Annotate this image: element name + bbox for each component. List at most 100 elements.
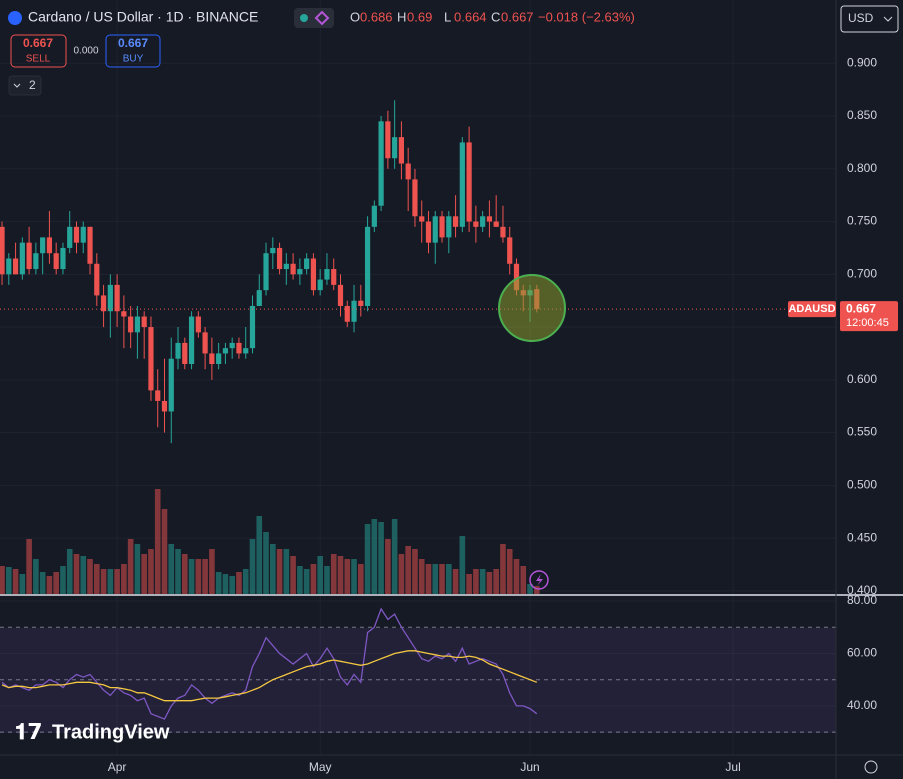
alert-icon[interactable] (529, 570, 549, 590)
ohlc-value: 0.667 (501, 9, 534, 24)
indicators-count: 2 (29, 78, 36, 92)
volume-bar (418, 559, 425, 594)
candle-body (195, 316, 201, 333)
volume-bar (175, 549, 181, 594)
brand: TradingView (52, 721, 170, 743)
sell-price: 0.667 (23, 36, 53, 50)
volume-bar (378, 522, 384, 594)
volume-bar (371, 519, 378, 594)
x-tick-label: Jun (520, 760, 539, 774)
candle-body (452, 216, 459, 227)
candle-body (290, 263, 296, 275)
volume-bar (297, 566, 303, 594)
volume-bar (80, 556, 87, 594)
candle-body (121, 311, 127, 317)
candle-body (473, 221, 479, 227)
volume-bar (479, 569, 486, 594)
volume-bar (283, 549, 290, 594)
rsi-tick-label: 40.00 (847, 698, 877, 712)
candle-body (100, 295, 107, 312)
volume-bar (466, 574, 472, 594)
symbol-logo (8, 11, 22, 25)
ohlc-letter: O (350, 9, 360, 24)
volume-bar (209, 549, 215, 594)
candle-body (209, 353, 215, 364)
candle-body (412, 179, 418, 217)
volume-bar (344, 559, 351, 594)
volume-bar (121, 564, 127, 594)
symbol-tag-text: ADAUSD (788, 303, 835, 315)
chevron (883, 16, 893, 22)
candle-body (155, 390, 161, 401)
rsi-ma-line (1, 650, 538, 702)
candle-body (243, 348, 249, 354)
x-tick-label: May (309, 760, 332, 774)
candle-body (331, 269, 337, 285)
candle-body (134, 316, 141, 333)
candle-body (337, 284, 344, 306)
candle-body (419, 216, 425, 222)
volume-bar (60, 566, 66, 594)
volume-bar (222, 574, 229, 594)
volume-bar (19, 574, 26, 594)
volume-bar (242, 569, 249, 594)
candle-body (439, 216, 445, 238)
settings-icon[interactable] (864, 760, 878, 774)
price-tag-text: 0.667 (846, 301, 876, 315)
candle-body (466, 142, 472, 222)
candle-body (222, 348, 229, 354)
volume-bar (256, 516, 263, 594)
volume-bar (202, 559, 208, 594)
volume-bar (39, 572, 46, 594)
volume-bar (398, 554, 405, 594)
volume-bar (358, 564, 364, 594)
indicators-toggle[interactable] (8, 75, 42, 96)
candle-body (351, 300, 357, 322)
candle-body (486, 216, 493, 222)
spread: 0.000 (73, 46, 98, 57)
currency-select[interactable] (840, 5, 899, 33)
volume-bar (87, 559, 93, 594)
symbol-tag (788, 301, 836, 318)
volume-bar (107, 569, 114, 594)
volume-bar (53, 572, 59, 594)
volume-bar (46, 576, 53, 594)
candle-body (371, 205, 377, 227)
volume-bar (100, 569, 107, 594)
sell-button[interactable] (10, 34, 67, 68)
volume-bar (452, 569, 459, 594)
buy-button[interactable] (105, 34, 161, 68)
volume-bar (513, 559, 520, 594)
volume-bar (520, 566, 527, 594)
volume-bar (351, 559, 357, 594)
symbol-title: Cardano / US Dollar · 1D · BINANCE (28, 9, 258, 25)
candle-body (141, 316, 147, 328)
ohlc-change: −0.018 (−2.63%) (538, 9, 635, 24)
rsi-line (1, 607, 538, 720)
volume-bar (66, 549, 73, 594)
countdown: 12:00:45 (846, 317, 889, 329)
plot (0, 100, 836, 720)
candle-body (459, 142, 465, 227)
candle-body (182, 342, 188, 364)
volume-bar (324, 566, 330, 594)
candle-body (425, 221, 432, 243)
candle-body (53, 253, 59, 270)
volume-bar (73, 554, 80, 594)
y-tick-label: 0.700 (847, 266, 877, 280)
volume-bar (134, 544, 141, 594)
candle-body (19, 242, 25, 275)
price-tag (840, 301, 898, 332)
volume-bar (263, 532, 269, 594)
alert-icon (536, 574, 543, 586)
candle-body (229, 342, 235, 349)
candle-body (6, 258, 12, 275)
candle-body (168, 358, 174, 412)
y-tick-label: 0.400 (847, 583, 877, 597)
volume-bar (310, 564, 317, 594)
ohlc-letter: H (397, 9, 406, 24)
volume-bar (148, 549, 154, 594)
volume-bar (276, 549, 283, 594)
volume-bar (385, 539, 391, 594)
